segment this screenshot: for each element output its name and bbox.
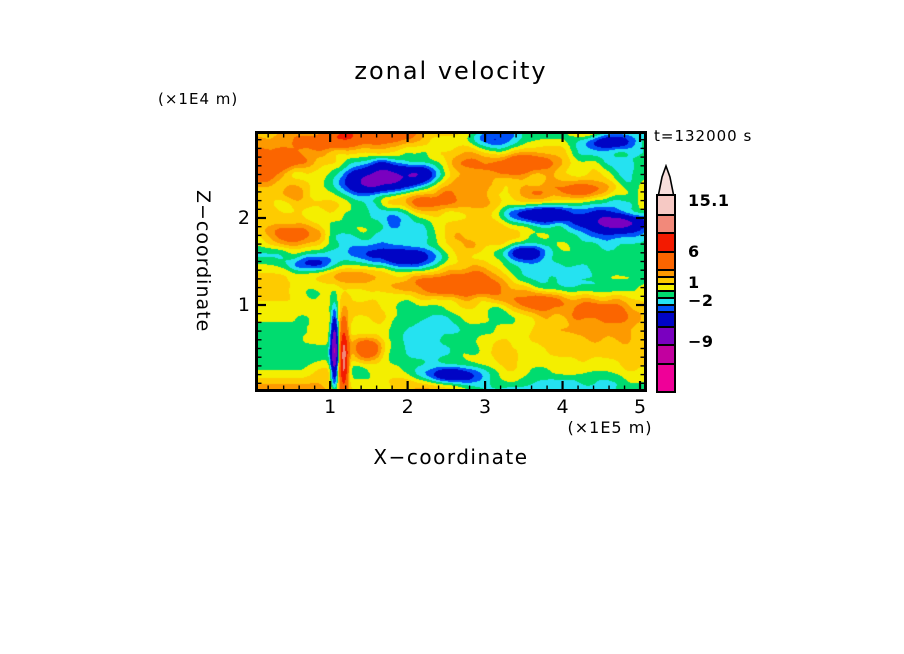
colorbar-segment-green: [656, 290, 676, 299]
colorbar-segment-deep-pink: [656, 363, 676, 393]
colorbar-segment-blue: [656, 304, 676, 313]
colorbar-label: −9: [688, 332, 714, 351]
z-axis-label: Z−coordinate: [192, 190, 214, 333]
chart-title: zonal velocity: [354, 57, 548, 85]
colorbar-segment-light-pink: [656, 194, 676, 216]
x-tick-label: 1: [324, 396, 337, 418]
z-tick-label: 1: [237, 294, 250, 316]
colorbar-label: 15.1: [688, 191, 730, 210]
colorbar-label: 6: [688, 242, 700, 261]
colorbar-label: 1: [688, 273, 700, 292]
colorbar-segment-red: [656, 232, 676, 253]
colorbar-segment-orange: [656, 251, 676, 271]
colorbar: [656, 164, 676, 393]
axis-frame-and-ticks: [255, 131, 647, 392]
colorbar-segment-salmon: [656, 214, 676, 234]
colorbar-segment-yellow: [656, 283, 676, 292]
time-annotation: t=132000 s: [654, 127, 753, 145]
colorbar-segment-purple: [656, 326, 676, 346]
contour-plot: [255, 131, 647, 392]
x-tick-label: 2: [401, 396, 414, 418]
colorbar-segment-gold: [656, 276, 676, 285]
contour-canvas: [255, 131, 647, 392]
colorbar-segment-magenta: [656, 344, 676, 365]
x-tick-label: 4: [556, 396, 569, 418]
z-axis-unit-label: (×1E4 m): [158, 90, 239, 108]
colorbar-segment-cyan: [656, 297, 676, 306]
x-tick-label: 5: [633, 396, 647, 418]
plot-border: [255, 131, 647, 392]
colorbar-label: −2: [688, 291, 714, 310]
colorbar-overflow-arrow-icon: [657, 164, 675, 196]
x-axis-label: X−coordinate: [373, 445, 529, 469]
colorbar-segment-amber: [656, 269, 676, 278]
x-tick-label: 3: [479, 396, 492, 418]
z-tick-label: 2: [237, 207, 250, 229]
colorbar-segment-dark-blue: [656, 311, 676, 328]
x-axis-unit-label: (×1E5 m): [567, 418, 653, 437]
